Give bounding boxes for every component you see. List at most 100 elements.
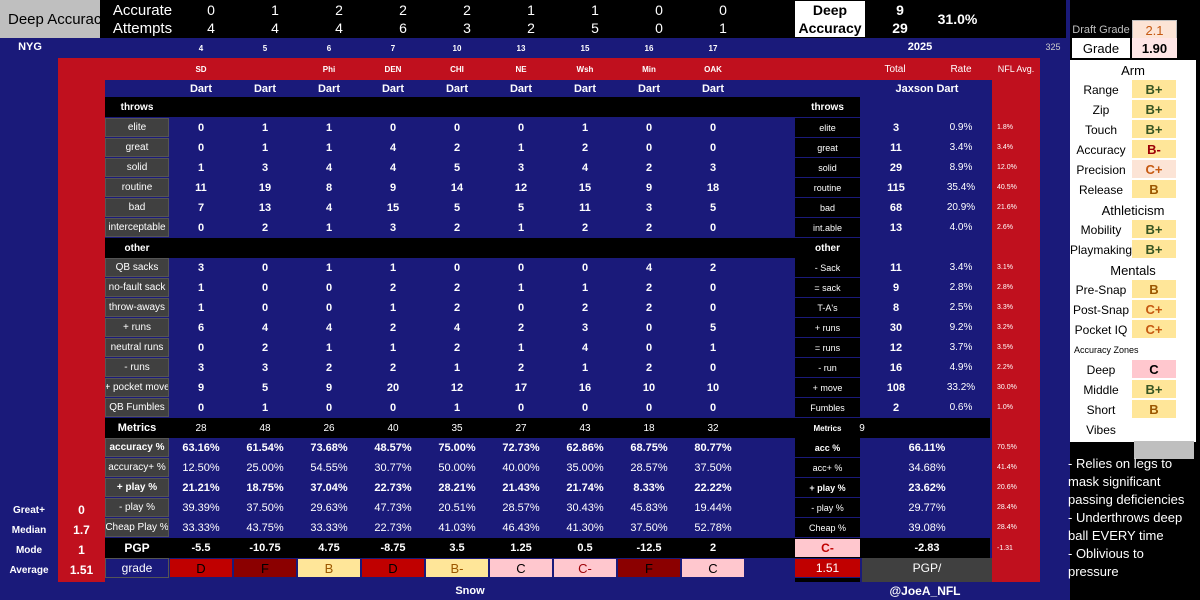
row-value: 1 (261, 141, 269, 154)
arm-precision-grade: C+ (1132, 160, 1176, 178)
row-value: 4 (645, 261, 653, 274)
row-value: 1 (581, 361, 589, 374)
team-label: NYG (18, 41, 42, 53)
row-value: 20 (386, 381, 400, 394)
row-value: 18 (706, 181, 720, 194)
metric-nfl-avg: 28.4% (997, 504, 1017, 511)
nfl-avg-label: NFL Avg. (997, 64, 1035, 74)
metric-nfl-avg: 70.5% (997, 444, 1017, 451)
metric-value: 41.30% (566, 521, 604, 534)
row-value: 2 (645, 221, 653, 234)
row-total: 108 (886, 381, 906, 394)
metric-value: 28.57% (502, 501, 540, 514)
arm-release-grade: B (1132, 180, 1176, 198)
row-value: 10 (706, 381, 720, 394)
pgp-value: 2 (709, 542, 717, 554)
row-value: 1 (325, 341, 333, 354)
metric-value: 61.54% (246, 441, 284, 454)
row-total: 30 (889, 321, 903, 334)
row-rate: 2.8% (949, 282, 973, 293)
metric-value: 37.50% (694, 461, 732, 474)
row-value: 0 (709, 361, 717, 374)
deep-attempts-value: 4 (271, 20, 279, 36)
row-label: routine (105, 178, 169, 197)
metric-value: 45.83% (630, 501, 668, 514)
section-throws-label-right: throws (795, 97, 860, 117)
season-label: 2025 (907, 41, 933, 53)
ath-playmaking-label: Playmaking (1070, 243, 1132, 257)
row-total: 16 (889, 361, 903, 374)
metric-label-right: acc % (795, 438, 860, 457)
ath-playmaking-grade: B+ (1132, 240, 1176, 258)
metric-value: 20.51% (438, 501, 476, 514)
week-number: 16 (644, 43, 654, 53)
section-throws-band (169, 97, 795, 117)
row-nfl-avg: 2.2% (997, 364, 1013, 371)
metric-label: Cheap Play % (105, 518, 169, 537)
row-value: 1 (325, 121, 333, 134)
row-value: 0 (325, 301, 333, 314)
row-value: 4 (453, 321, 461, 334)
metrics-count: 18 (643, 422, 655, 434)
metrics-count: 43 (579, 422, 591, 434)
mentals-post-snap-label: Post-Snap (1072, 303, 1130, 317)
left-stat-label: Mode (15, 544, 43, 556)
row-rate: 35.4% (946, 182, 976, 193)
row-value: 8 (325, 181, 333, 194)
pgp-nfl-avg: -1.31 (997, 544, 1013, 552)
vibes-label: Vibes (1086, 423, 1116, 437)
player-total-header: Jaxson Dart (895, 82, 959, 95)
row-nfl-avg: 1.0% (997, 404, 1013, 411)
deep-attempts-value: 5 (591, 20, 599, 36)
row-value: 2 (581, 301, 589, 314)
row-value: 0 (645, 401, 653, 414)
row-value: 2 (517, 361, 525, 374)
pgp-band (105, 538, 990, 558)
pgp-value: 0.5 (577, 542, 593, 554)
row-value: 0 (389, 401, 397, 414)
metric-label: accuracy+ % (105, 458, 169, 477)
scouting-note: - Underthrows deep ball EVERY time (1068, 510, 1183, 543)
metric-value: 25.00% (246, 461, 284, 474)
metric-value: 41.03% (438, 521, 476, 534)
row-value: 1 (197, 281, 205, 294)
metric-label-right: Cheap % (795, 518, 860, 537)
row-value: 2 (389, 361, 397, 374)
mentals-header: Mentals (1110, 262, 1156, 278)
row-label-right: solid (795, 158, 860, 177)
arm-precision-label: Precision (1076, 163, 1126, 177)
row-value: 0 (645, 121, 653, 134)
metrics-count: 27 (515, 422, 527, 434)
row-rate: 9.2% (949, 322, 973, 333)
scouting-note: - Oblivious to pressure (1068, 546, 1144, 579)
row-value: 2 (453, 281, 461, 294)
deep-accuracy-title: Deep Accuracy (0, 0, 100, 38)
row-label-right: Fumbles (795, 398, 860, 417)
week-number: 15 (580, 43, 590, 53)
arm-range-grade: B+ (1132, 80, 1176, 98)
row-value: 0 (709, 141, 717, 154)
deep-attempts-value: 6 (399, 20, 407, 36)
row-value: 5 (517, 201, 525, 214)
row-value: 0 (389, 121, 397, 134)
mentals-pocket-iq-label: Pocket IQ (1074, 323, 1128, 337)
metric-total: 29.77% (908, 501, 946, 514)
row-value: 0 (709, 401, 717, 414)
row-value: 3 (517, 161, 525, 174)
row-value: 5 (453, 201, 461, 214)
section-other-band (169, 238, 795, 258)
ath-mobility-label: Mobility (1080, 223, 1122, 237)
row-label-right: = sack (795, 278, 860, 297)
opponent-label: OAK (704, 64, 722, 74)
zone-deep-label: Deep (1086, 363, 1116, 377)
row-value: 1 (261, 401, 269, 414)
arm-accuracy-grade: B- (1132, 140, 1176, 158)
row-total: 68 (889, 201, 903, 214)
row-value: 4 (325, 321, 333, 334)
metric-label: + play % (105, 478, 169, 497)
deep-attempts-value: 1 (719, 20, 727, 36)
metrics-count: 28 (195, 422, 207, 434)
player-column-header: Dart (426, 80, 488, 97)
metric-value: 52.78% (694, 521, 732, 534)
game-grade: C- (554, 559, 616, 577)
